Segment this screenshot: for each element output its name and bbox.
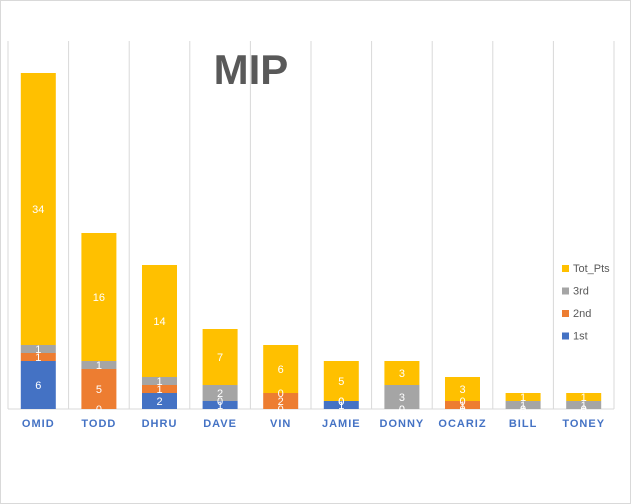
bar-1st-omid [20, 361, 56, 409]
bar-tot-pts-ocariz [445, 377, 480, 401]
bar-tot-pts-toney [566, 393, 602, 401]
data-label: 3 [399, 392, 405, 404]
data-label: 0 [581, 404, 587, 416]
bar-1st-dhru [142, 393, 177, 409]
data-label: 1 [35, 344, 41, 356]
bar-tot-pts-todd [81, 233, 117, 361]
category-label: OCARIZ [438, 418, 486, 430]
legend-label: 2nd [573, 308, 591, 320]
data-label: 2 [156, 396, 162, 408]
category-labels: OMID TODD DHRU DAVE VIN JAMIE DONNY OCARIZ BILL T… [22, 418, 605, 430]
bar-tot-pts-donny [384, 361, 420, 385]
bar-2nd-todd [81, 369, 117, 409]
bar-tot-pts-dave [202, 329, 238, 385]
data-label: 0 [399, 404, 405, 416]
data-label: 3 [459, 384, 465, 396]
legend-label: 1st [573, 331, 588, 343]
legend-label: Tot_Pts [573, 263, 610, 275]
category-label: TODD [81, 418, 116, 430]
bar-3rd-dave [202, 385, 238, 401]
legend-label: 3rd [573, 286, 589, 298]
category-label: BILL [509, 418, 537, 430]
bar-tot-pts-omid [20, 73, 56, 345]
chart-title: MIP [214, 46, 289, 93]
data-label: 0 [399, 404, 405, 416]
data-label: 0 [459, 404, 465, 416]
bar-1st-jamie [323, 401, 359, 409]
data-label: 0 [338, 396, 344, 408]
gridlines [7, 41, 615, 410]
category-label: DHRU [142, 418, 178, 430]
data-label: 0 [278, 404, 284, 416]
category-label: VIN [270, 418, 291, 430]
data-label: 14 [153, 316, 165, 328]
data-label: 0 [217, 396, 223, 408]
data-label: 6 [278, 364, 284, 376]
data-label: 0 [520, 404, 526, 416]
data-label: 1 [520, 400, 526, 412]
bar-tot-pts-dhru [142, 265, 177, 377]
bar-tot-pts-jamie [323, 361, 359, 401]
data-label: 5 [96, 384, 102, 396]
legend: Tot_Pts 3rd 2nd 1st [562, 263, 610, 343]
category-label: OMID [22, 418, 55, 430]
bar-1st-dave [202, 401, 238, 409]
data-label: 16 [93, 292, 105, 304]
data-label: 0 [338, 396, 344, 408]
data-label: 1 [581, 392, 587, 404]
data-label: 1 [217, 400, 223, 412]
data-label: 1 [156, 384, 162, 396]
data-label: 0 [581, 404, 587, 416]
data-label: 0 [96, 404, 102, 416]
legend-swatch [562, 332, 569, 340]
category-label: DONNY [380, 418, 425, 430]
legend-swatch [562, 287, 569, 295]
data-label: 2 [217, 388, 223, 400]
data-label: 5 [338, 376, 344, 388]
data-label: 1 [156, 376, 162, 388]
data-label: 7 [217, 352, 223, 364]
legend-swatch [562, 310, 569, 317]
data-label: 3 [399, 368, 405, 380]
bars [20, 73, 602, 409]
bar-3rd-dhru [142, 377, 177, 385]
bar-3rd-omid [20, 345, 56, 353]
legend-swatch [562, 265, 569, 272]
bar-3rd-todd [81, 361, 117, 369]
bar-2nd-vin [263, 393, 299, 409]
bar-tot-pts-bill [505, 393, 541, 401]
bar-3rd-donny [384, 385, 420, 409]
bar-tot-pts-vin [263, 345, 299, 393]
data-label: 1 [459, 400, 465, 412]
data-label: 34 [32, 204, 44, 216]
bar-3rd-bill [505, 401, 541, 409]
bar-2nd-omid [20, 353, 56, 361]
category-label: DAVE [203, 418, 237, 430]
data-label: 1 [35, 352, 41, 364]
bar-3rd-toney [566, 401, 602, 409]
category-label: TONEY [562, 418, 605, 430]
data-label: 0 [278, 388, 284, 400]
data-label: 1 [581, 400, 587, 412]
data-label: 0 [459, 396, 465, 408]
data-label: 1 [96, 360, 102, 372]
data-label: 0 [520, 404, 526, 416]
bar-2nd-dhru [142, 385, 177, 393]
data-label: 1 [520, 392, 526, 404]
data-labels: 6113405116211141027020610050033010300110… [32, 204, 587, 416]
data-label: 1 [338, 400, 344, 412]
data-label: 2 [278, 396, 284, 408]
data-label: 6 [35, 380, 41, 392]
bar-2nd-ocariz [445, 401, 480, 409]
category-label: JAMIE [322, 418, 361, 430]
